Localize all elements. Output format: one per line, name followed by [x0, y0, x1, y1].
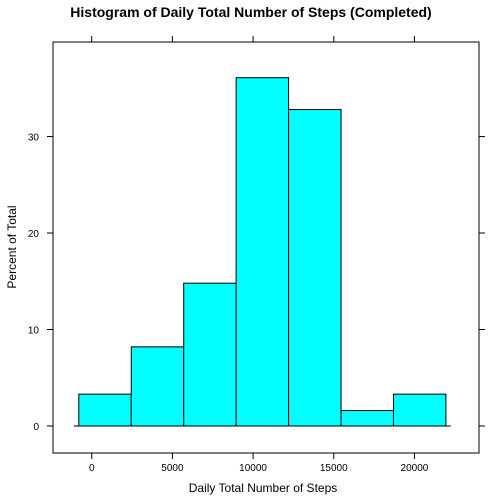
- x-tick-label: 10000: [239, 463, 267, 474]
- histogram-bar-1: [78, 393, 132, 427]
- y-tick-label: 20: [28, 229, 40, 240]
- x-tick-label: 0: [89, 463, 95, 474]
- histogram-bar-5: [288, 109, 342, 427]
- y-axis-label: Percent of Total: [5, 205, 19, 288]
- x-tick-label: 20000: [401, 463, 429, 474]
- histogram-bar-3: [183, 282, 237, 427]
- histogram-bar-4: [235, 77, 290, 427]
- histogram-bar-7: [392, 393, 447, 427]
- x-axis-label: Daily Total Number of Steps: [189, 481, 338, 495]
- y-tick-label: 30: [28, 133, 40, 144]
- x-tick-label: 15000: [320, 463, 348, 474]
- plot-frame: [52, 41, 480, 454]
- y-tick-label: 0: [33, 422, 39, 433]
- x-tick-label: 5000: [161, 463, 184, 474]
- y-tick-label: 10: [28, 326, 40, 337]
- chart-title: Histogram of Daily Total Number of Steps…: [70, 4, 431, 20]
- histogram-bar-2: [130, 346, 185, 427]
- histogram-bar-6: [340, 410, 394, 427]
- bars-group: [78, 77, 447, 427]
- axis-ticks: 0 5000 10000 15000 20000 0 10 20 30: [28, 36, 485, 474]
